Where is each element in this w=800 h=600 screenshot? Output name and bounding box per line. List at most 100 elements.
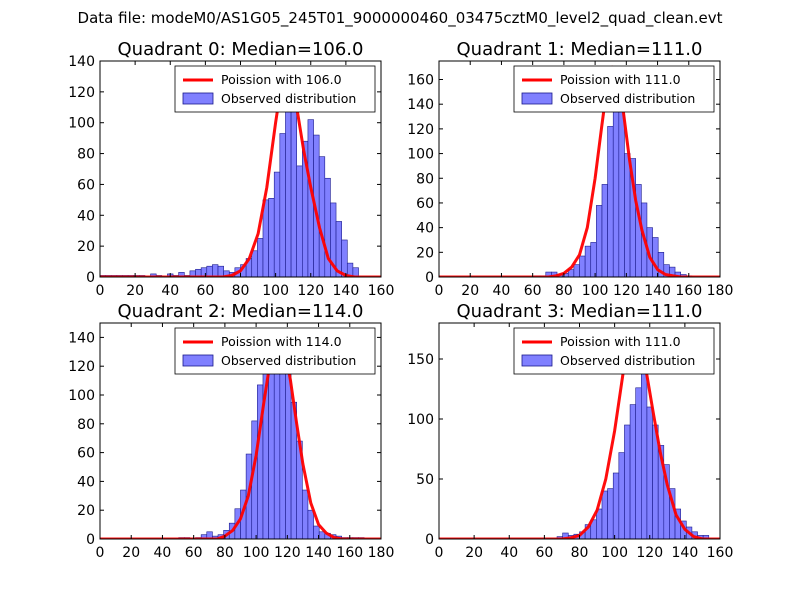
legend: Poission with 111.0 Observed distribution xyxy=(513,327,715,375)
histogram-bar xyxy=(629,404,637,539)
histogram-bar xyxy=(302,489,309,539)
histogram-bar xyxy=(178,272,185,277)
y-tick-label: 80 xyxy=(416,171,434,187)
y-tick-label: 20 xyxy=(77,239,95,255)
x-tick-label: 140 xyxy=(305,545,332,561)
panel-title: Quadrant 3: Median=111.0 xyxy=(457,301,703,322)
panel-title: Quadrant 0: Median=106.0 xyxy=(118,39,364,60)
quadrant-1-panel: 0 20 40 60 80 100 120 140 160 1800204060801001201… xyxy=(407,39,733,299)
y-tick-label: 60 xyxy=(77,446,95,462)
histogram-bar xyxy=(607,488,614,539)
histogram-bar xyxy=(273,171,281,277)
x-tick-label: 0 xyxy=(435,545,444,561)
y-tick-label: 0 xyxy=(86,270,95,286)
y-tick-label: 100 xyxy=(407,412,434,428)
x-tick-label: 140 xyxy=(672,545,699,561)
x-tick-label: 140 xyxy=(644,283,671,299)
histogram-bar xyxy=(307,509,314,539)
x-tick-label: 60 xyxy=(185,545,203,561)
x-tick-label: 100 xyxy=(601,545,628,561)
x-tick-label: 80 xyxy=(232,283,250,299)
x-tick-label: 40 xyxy=(154,545,172,561)
x-tick-label: 0 xyxy=(96,283,105,299)
x-tick-label: 100 xyxy=(262,283,289,299)
histogram-bar xyxy=(296,165,303,277)
legend-bars-swatch xyxy=(182,92,214,105)
histogram-bar xyxy=(624,424,631,539)
histogram-bar xyxy=(257,238,264,277)
x-tick-label: 120 xyxy=(274,545,301,561)
quadrant-1-axes-frame xyxy=(438,60,721,278)
x-tick-label: 160 xyxy=(368,283,395,299)
x-tick-label: 100 xyxy=(243,545,270,561)
quadrant-2-panel: 0 20 40 60 80 100 120 140 160 1800204060801001201… xyxy=(68,301,394,561)
y-tick-label: 80 xyxy=(77,417,95,433)
histogram-bar xyxy=(285,363,292,539)
histogram-bar xyxy=(618,452,625,539)
histogram-bar xyxy=(607,126,614,277)
x-tick-label: 160 xyxy=(707,545,734,561)
histogram-bar xyxy=(601,490,608,539)
y-tick-label: 60 xyxy=(77,177,95,193)
x-tick-label: 80 xyxy=(216,545,234,561)
histogram-bar xyxy=(212,264,219,277)
x-tick-label: 20 xyxy=(122,545,140,561)
quadrant-2-axes-frame xyxy=(99,322,382,540)
histogram-bar xyxy=(584,245,592,277)
histogram-bar xyxy=(352,267,359,277)
histogram-bar xyxy=(268,198,275,277)
legend-curve-label: Poission with 111.0 xyxy=(560,334,681,349)
x-tick-label: 120 xyxy=(636,545,663,561)
x-tick-label: 180 xyxy=(707,283,734,299)
panel-title: Quadrant 1: Median=111.0 xyxy=(457,39,703,60)
x-tick-label: 60 xyxy=(196,283,214,299)
histogram-bar xyxy=(251,250,258,277)
y-tick-label: 120 xyxy=(68,85,95,101)
y-tick-label: 160 xyxy=(407,73,434,89)
quadrant-3-plot-area xyxy=(439,333,720,539)
histogram-bar xyxy=(341,239,348,277)
legend: Poission with 106.0 Observed distribution xyxy=(174,65,376,113)
histogram-bar xyxy=(573,264,580,277)
histogram-bar xyxy=(618,101,625,277)
panel-title: Quadrant 2: Median=114.0 xyxy=(118,301,364,322)
histogram-bar xyxy=(579,255,586,277)
y-tick-label: 100 xyxy=(407,147,434,163)
y-tick-label: 140 xyxy=(407,97,434,113)
histogram-bar xyxy=(318,156,326,277)
legend-bars-swatch xyxy=(521,92,553,105)
x-tick-label: 40 xyxy=(161,283,179,299)
y-tick-label: 40 xyxy=(77,208,95,224)
legend-box xyxy=(174,65,376,113)
y-tick-label: 140 xyxy=(68,54,95,70)
x-tick-label: 60 xyxy=(535,545,553,561)
y-tick-label: 0 xyxy=(425,532,434,548)
x-tick-label: 20 xyxy=(126,283,144,299)
legend-bars-label: Observed distribution xyxy=(560,353,695,368)
y-tick-label: 50 xyxy=(416,472,434,488)
y-tick-label: 120 xyxy=(407,122,434,138)
histogram-bar xyxy=(624,153,631,277)
x-tick-label: 0 xyxy=(435,283,444,299)
x-tick-label: 80 xyxy=(555,283,573,299)
x-tick-label: 20 xyxy=(465,545,483,561)
x-tick-label: 40 xyxy=(500,545,518,561)
legend-curve-label: Poission with 106.0 xyxy=(221,72,342,87)
legend: Poission with 114.0 Observed distribution xyxy=(174,327,376,375)
x-tick-label: 0 xyxy=(96,545,105,561)
legend: Poission with 111.0 Observed distribution xyxy=(513,65,715,113)
quadrant-0-panel: 0 20 40 60 80 100 120 140 160 0 20 40 60 80 100 120 140 Q… xyxy=(68,39,394,299)
y-tick-label: 120 xyxy=(68,359,95,375)
histogram-bar xyxy=(279,133,286,277)
histogram-bar xyxy=(702,535,710,539)
legend-curve-label: Poission with 114.0 xyxy=(221,334,342,349)
histogram-bar xyxy=(596,508,603,539)
legend-bars-swatch xyxy=(521,354,553,367)
legend-bars-label: Observed distribution xyxy=(221,91,356,106)
y-tick-label: 0 xyxy=(86,532,95,548)
histogram-bar xyxy=(268,364,275,539)
histogram-bar xyxy=(217,265,224,277)
y-tick-label: 40 xyxy=(77,474,95,490)
x-tick-label: 80 xyxy=(571,545,589,561)
